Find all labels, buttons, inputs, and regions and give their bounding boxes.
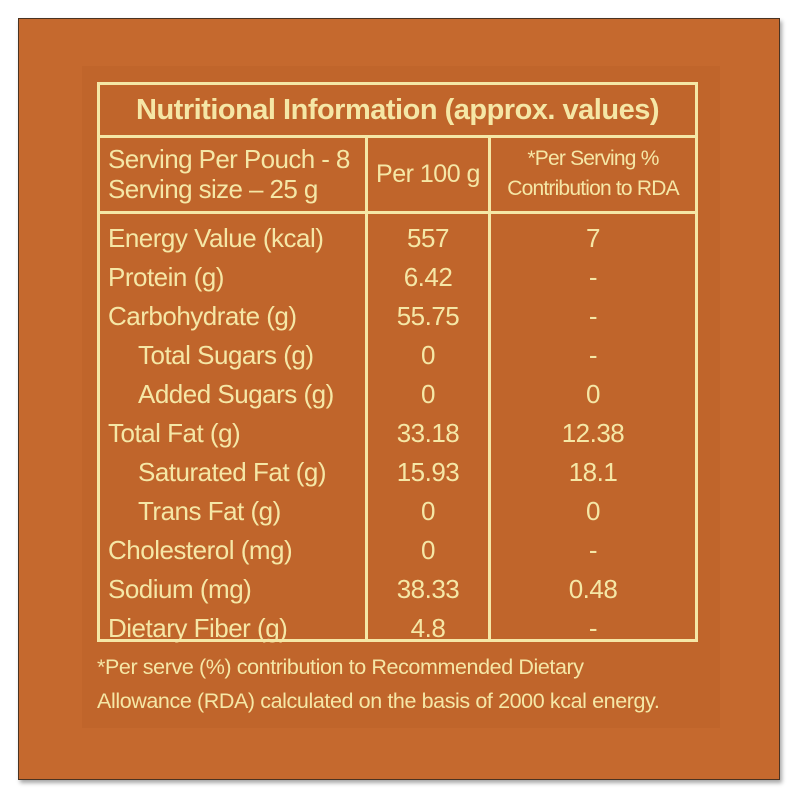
rda-value: - <box>588 535 598 565</box>
nutrient-name: Trans Fat (g) <box>138 496 281 526</box>
per-100g-value: 33.18 <box>396 418 460 448</box>
rda-value: 0 <box>586 496 600 526</box>
per-100g-value: 55.75 <box>396 301 460 331</box>
rda-footnote: *Per serve (%) contribution to Recommend… <box>97 650 717 718</box>
rda-value: 18.1 <box>568 457 618 487</box>
rda-value: 0 <box>586 379 600 409</box>
rda-value: - <box>588 262 598 292</box>
per-100g-value: 557 <box>407 223 449 253</box>
rda-header-line2: Contribution to RDA <box>507 177 679 200</box>
table-title: Nutritional Information (approx. values) <box>100 85 695 138</box>
table-row: Carbohydrate (g) 55.75 - <box>100 297 695 336</box>
table-header-row: Serving Per Pouch - 8 Serving size – 25 … <box>100 138 695 214</box>
nutrient-name: Total Sugars (g) <box>138 340 314 370</box>
column-divider <box>365 138 368 642</box>
rda-value: - <box>588 613 598 643</box>
per-100g-value: 38.33 <box>396 574 460 604</box>
table-row: Cholesterol (mg) 0 - <box>100 531 695 570</box>
rda-value: 0.48 <box>568 574 618 604</box>
table-row: Dietary Fiber (g) 4.8 - <box>100 609 695 648</box>
serving-per-pouch: Serving Per Pouch - 8 <box>108 144 350 174</box>
per-100g-value: 0 <box>421 535 435 565</box>
nutrition-table: Nutritional Information (approx. values)… <box>97 82 698 643</box>
per-100g-value: 0 <box>421 340 435 370</box>
nutrient-name: Carbohydrate (g) <box>108 301 297 331</box>
table-row: Sodium (mg) 38.33 0.48 <box>100 570 695 609</box>
serving-size: Serving size – 25 g <box>108 174 318 204</box>
label-panel <box>82 66 720 728</box>
per-100g-value: 6.42 <box>403 262 453 292</box>
column-divider <box>488 138 491 642</box>
footnote-line1: *Per serve (%) contribution to Recommend… <box>97 655 584 679</box>
per-100g-value: 15.93 <box>396 457 460 487</box>
per-100g-header: Per 100 g <box>376 160 480 188</box>
table-row: Total Fat (g) 33.18 12.38 <box>100 414 695 453</box>
nutrient-name: Added Sugars (g) <box>138 379 334 409</box>
footnote-line2: Allowance (RDA) calculated on the basis … <box>97 689 660 713</box>
table-row: Saturated Fat (g) 15.93 18.1 <box>100 453 695 492</box>
table-row: Energy Value (kcal) 557 7 <box>100 219 695 258</box>
table-row: Protein (g) 6.42 - <box>100 258 695 297</box>
rda-value: 7 <box>586 223 600 253</box>
per-100g-value: 0 <box>421 496 435 526</box>
rda-value: - <box>588 340 598 370</box>
rda-header: *Per Serving % Contribution to RDA <box>491 144 695 204</box>
nutrient-name: Cholesterol (mg) <box>108 535 293 565</box>
table-row: Trans Fat (g) 0 0 <box>100 492 695 531</box>
table-row: Total Sugars (g) 0 - <box>100 336 695 375</box>
nutrient-name: Protein (g) <box>108 262 224 292</box>
per-100g-value: 4.8 <box>410 613 446 643</box>
nutrient-rows: Energy Value (kcal) 557 7 Protein (g) 6.… <box>100 219 695 648</box>
rda-header-line1: *Per Serving % <box>527 147 659 170</box>
serving-info: Serving Per Pouch - 8 Serving size – 25 … <box>108 144 350 204</box>
per-100g-value: 0 <box>421 379 435 409</box>
nutrient-name: Energy Value (kcal) <box>108 223 324 253</box>
nutrient-name: Total Fat (g) <box>108 418 241 448</box>
nutrient-name: Sodium (mg) <box>108 574 252 604</box>
table-row: Added Sugars (g) 0 0 <box>100 375 695 414</box>
nutrient-name: Saturated Fat (g) <box>138 457 327 487</box>
nutrient-name: Dietary Fiber (g) <box>108 613 288 643</box>
rda-value: 12.38 <box>561 418 625 448</box>
rda-value: - <box>588 301 598 331</box>
